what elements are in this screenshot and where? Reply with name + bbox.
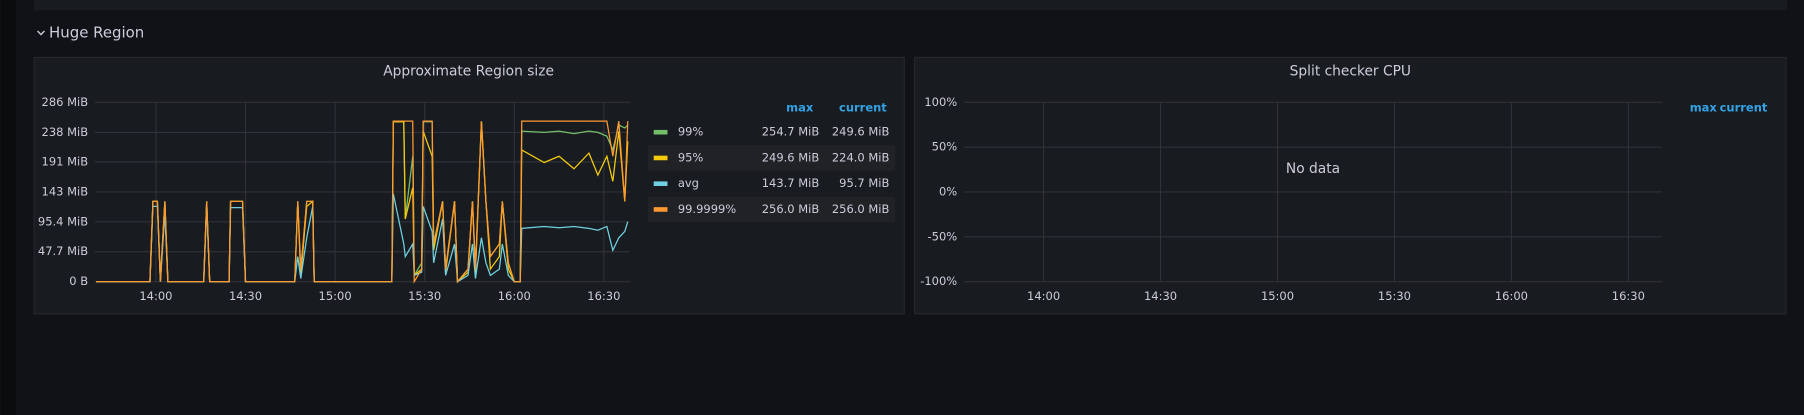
sidebar xyxy=(0,0,16,415)
x-tick-label: 16:00 xyxy=(498,289,531,303)
panel xyxy=(914,56,1787,315)
legend-current: 249.6 MiB xyxy=(832,125,890,139)
y-tick-label: 191 MiB xyxy=(42,154,89,168)
x-tick-label: 16:30 xyxy=(1612,289,1645,303)
legend-current: 256.0 MiB xyxy=(832,202,890,216)
x-tick-label: 14:30 xyxy=(229,289,262,303)
legend-header[interactable]: current xyxy=(839,101,887,115)
x-tick-label: 15:30 xyxy=(408,289,441,303)
no-data: No data xyxy=(1286,161,1340,177)
y-tick-label: -100% xyxy=(920,274,957,288)
legend-current: 224.0 MiB xyxy=(832,150,890,164)
legend-swatch[interactable] xyxy=(653,129,668,135)
row-chevron[interactable] xyxy=(37,30,45,36)
legend-name[interactable]: 99.9999% xyxy=(678,202,736,216)
panel-title[interactable]: Split checker CPU xyxy=(1290,63,1411,79)
legend-name[interactable]: 95% xyxy=(678,150,704,164)
y-tick-label: 286 MiB xyxy=(42,95,89,109)
y-tick-label: -50% xyxy=(928,229,958,243)
legend-max: 143.7 MiB xyxy=(762,176,820,190)
y-tick-label: 50% xyxy=(932,140,958,154)
panel-title[interactable]: Approximate Region size xyxy=(383,63,554,79)
collapsed-row xyxy=(34,0,1788,11)
row-title[interactable]: Huge Region xyxy=(49,23,144,41)
legend-max: 256.0 MiB xyxy=(762,202,820,216)
y-tick-label: 100% xyxy=(924,95,957,109)
x-tick-label: 16:30 xyxy=(587,289,620,303)
x-tick-label: 14:00 xyxy=(1027,289,1060,303)
legend-swatch[interactable] xyxy=(653,207,668,212)
legend-row-bg xyxy=(647,145,896,171)
y-tick-label: 143 MiB xyxy=(42,184,89,198)
y-tick-label: 238 MiB xyxy=(42,125,89,139)
legend-name[interactable]: 99% xyxy=(678,125,704,139)
y-tick-label: 95.4 MiB xyxy=(38,214,88,228)
legend-swatch[interactable] xyxy=(653,181,668,187)
x-tick-label: 15:00 xyxy=(319,289,352,303)
legend-row-bg xyxy=(647,196,896,223)
x-tick-label: 14:00 xyxy=(139,289,172,303)
x-tick-label: 14:30 xyxy=(1144,289,1177,303)
legend-name[interactable]: avg xyxy=(678,176,699,190)
legend-header[interactable]: current xyxy=(1720,101,1768,115)
x-tick-label: 15:30 xyxy=(1378,289,1411,303)
legend-current: 95.7 MiB xyxy=(839,176,889,190)
legend-swatch[interactable] xyxy=(653,155,668,161)
legend-header[interactable]: max xyxy=(1690,101,1718,115)
legend-max: 254.7 MiB xyxy=(762,125,820,139)
y-tick-label: 0% xyxy=(939,184,957,198)
y-tick-label: 0 B xyxy=(69,274,88,288)
legend-header[interactable]: max xyxy=(786,101,814,115)
x-tick-label: 15:00 xyxy=(1261,289,1294,303)
legend-max: 249.6 MiB xyxy=(762,150,820,164)
y-tick-label: 47.7 MiB xyxy=(38,244,88,258)
series-line xyxy=(96,120,629,284)
x-tick-label: 16:00 xyxy=(1495,289,1528,303)
